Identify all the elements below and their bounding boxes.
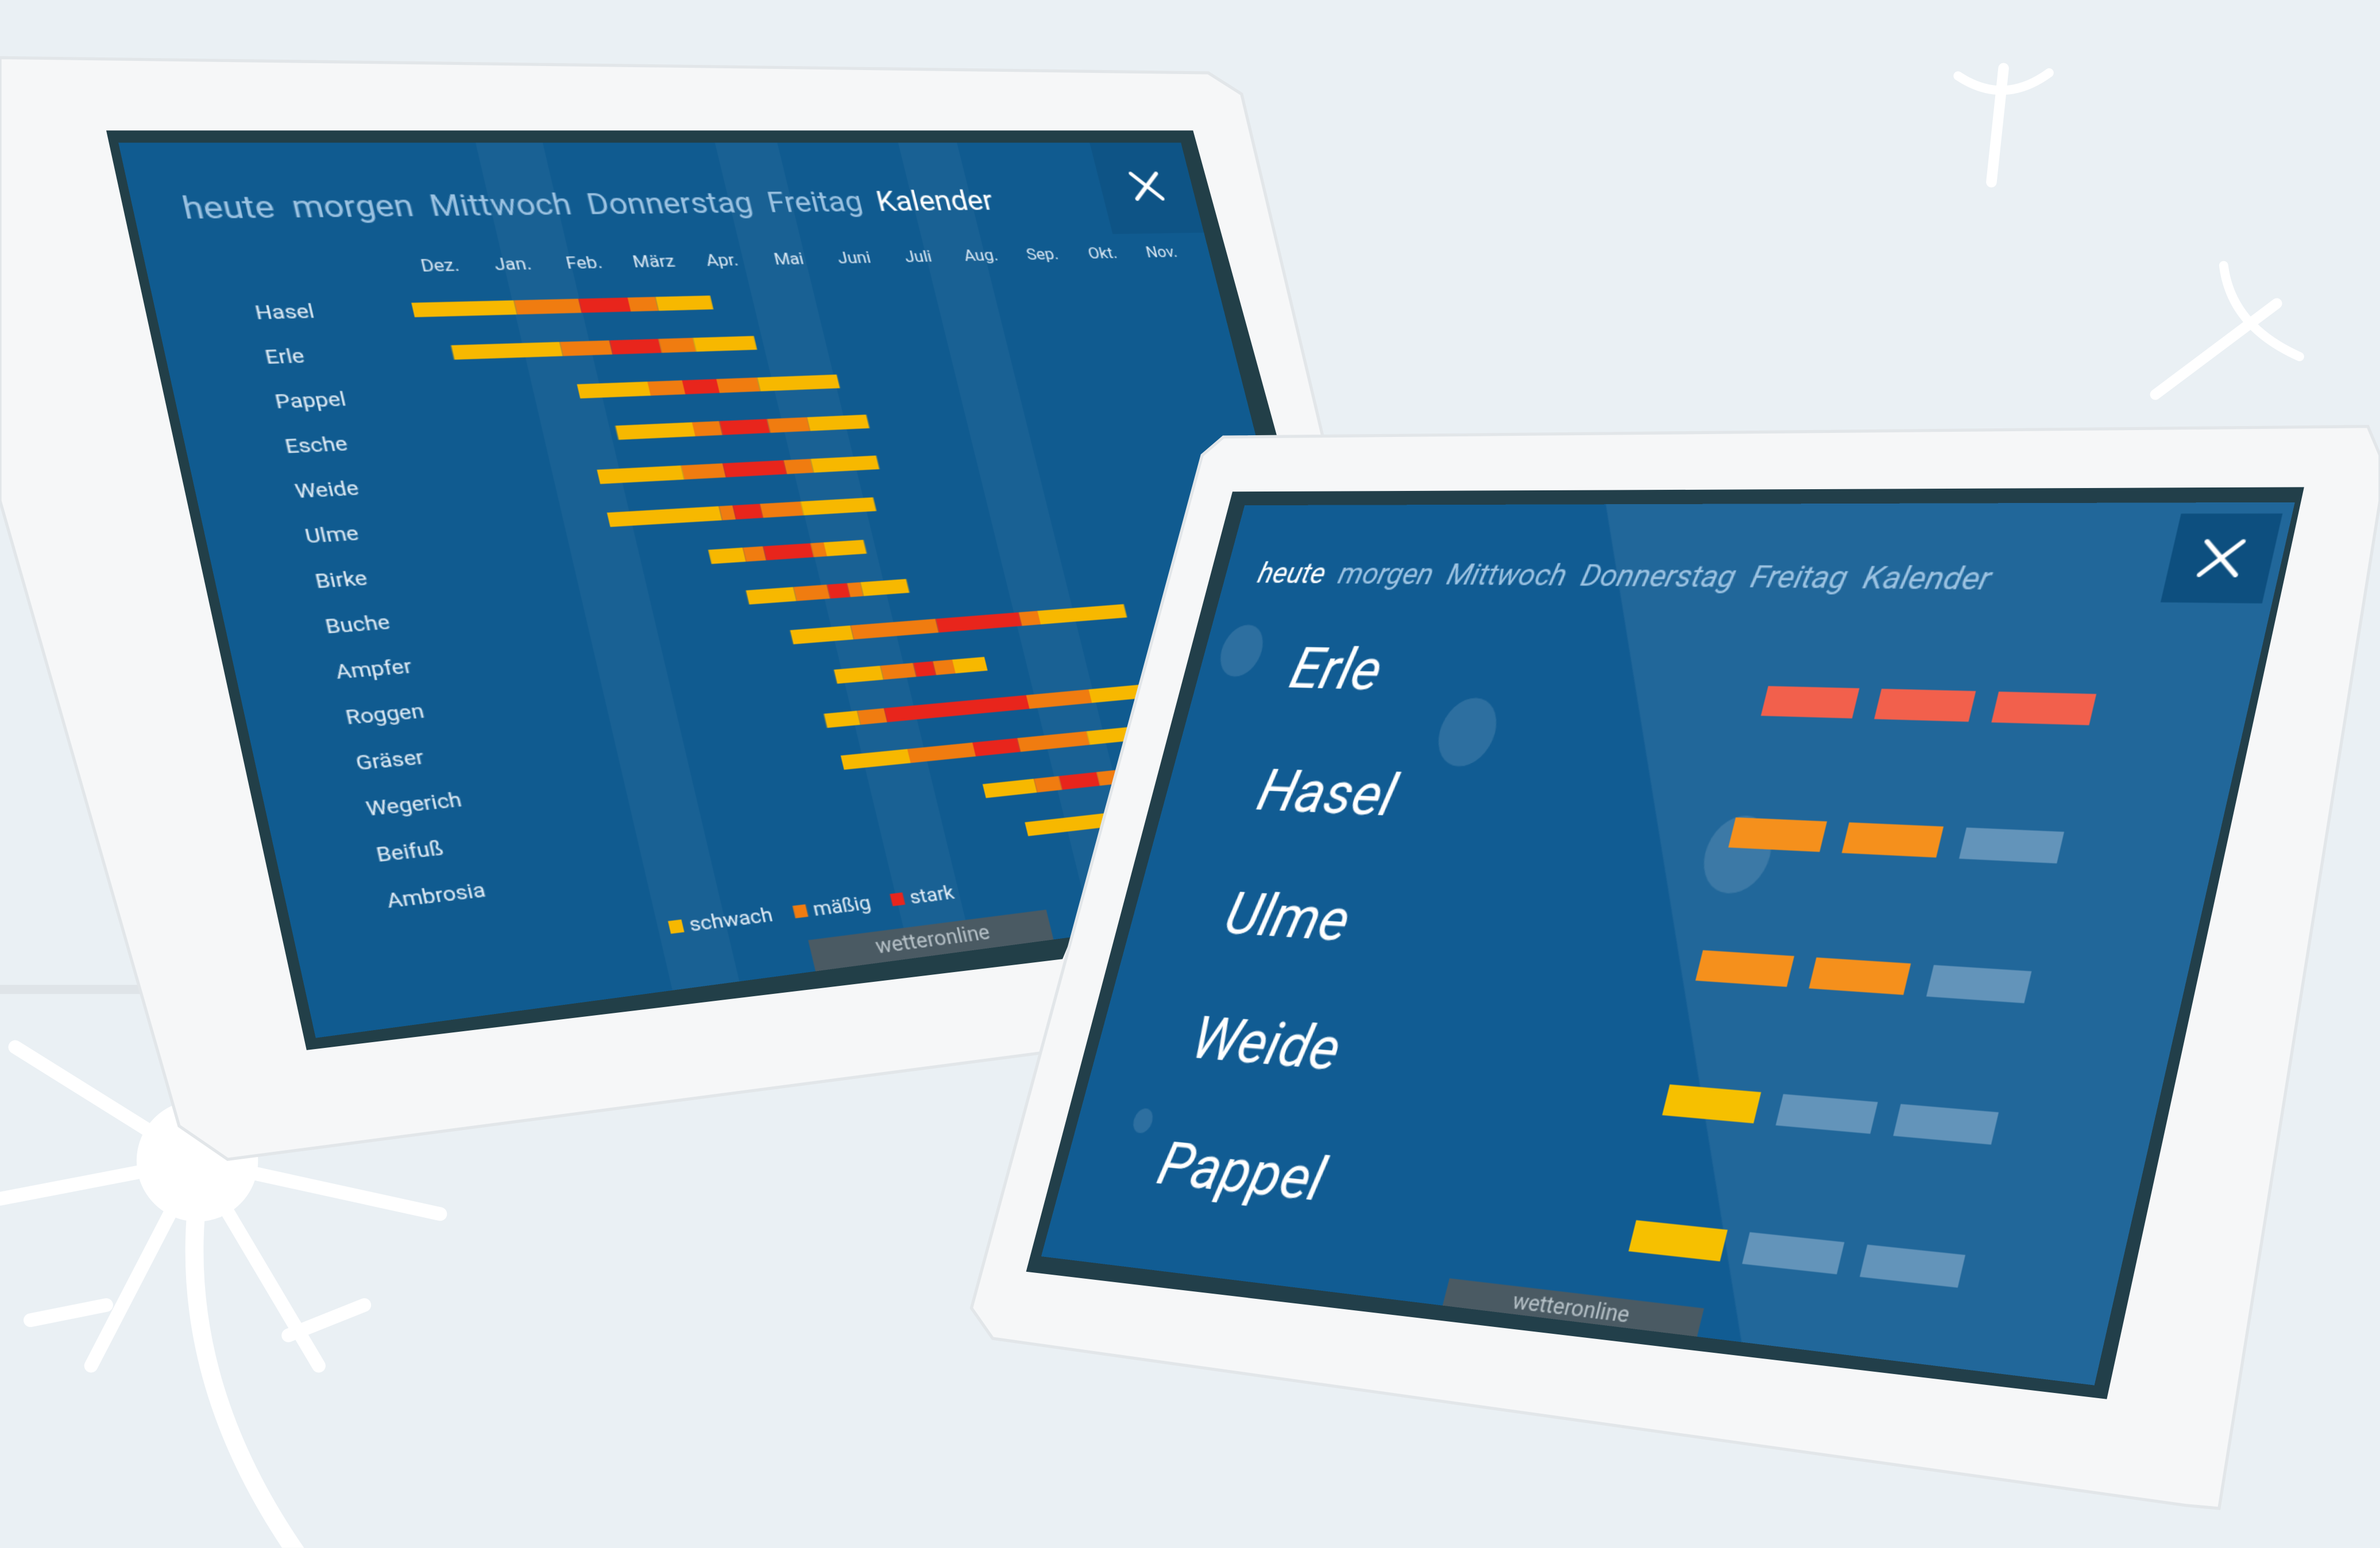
plant-name: Hasel xyxy=(1250,757,1404,831)
plant-label: Weide xyxy=(293,476,361,503)
level-block xyxy=(1841,822,1944,858)
level-block xyxy=(1760,686,1860,719)
legend-label: stark xyxy=(907,881,957,909)
month-label: Sep. xyxy=(1025,245,1061,264)
tab[interactable]: Donnerstag xyxy=(583,186,756,222)
right-screen: heute morgen Mittwoch Donnerstag Freitag Kale… xyxy=(1041,502,2295,1386)
month-label: Mai xyxy=(772,250,806,270)
month-label: Jan. xyxy=(492,254,534,275)
plant-name: Weide xyxy=(1184,1004,1349,1086)
empty-block xyxy=(1926,965,2032,1004)
empty-block xyxy=(1959,827,2065,864)
month-label: Apr. xyxy=(704,250,740,270)
month-label: März xyxy=(631,251,677,272)
tab[interactable]: Mittwoch xyxy=(1443,557,1571,593)
month-label: Feb. xyxy=(564,253,604,274)
tab[interactable]: heute xyxy=(1254,556,1330,591)
level-block xyxy=(1728,817,1828,852)
light-band xyxy=(476,142,740,990)
month-label: Okt. xyxy=(1086,244,1119,263)
left-screen: heute morgen Mittwoch Donnerstag Freitag Kale… xyxy=(118,142,1374,1038)
plant-label: Hasel xyxy=(253,300,316,324)
tab[interactable]: Donnerstag xyxy=(1577,558,1740,595)
plant-label: Ulme xyxy=(303,521,361,548)
month-label: Nov. xyxy=(1144,243,1179,262)
level-block xyxy=(1874,688,1976,722)
level-block xyxy=(1809,957,1911,995)
bubble xyxy=(1215,624,1269,677)
tab[interactable]: Freitag xyxy=(764,185,866,219)
tab[interactable]: morgen xyxy=(1335,556,1438,592)
level-block xyxy=(1991,691,2097,726)
tab[interactable]: Freitag xyxy=(1747,559,1852,597)
month-label: Juli xyxy=(903,247,934,267)
month-label: Dez. xyxy=(419,256,461,277)
tab[interactable]: heute xyxy=(179,189,278,226)
tab[interactable]: morgen xyxy=(288,188,417,226)
plant-name: Erle xyxy=(1283,635,1389,705)
tab[interactable]: Kalender xyxy=(873,184,996,218)
plant-label: Ampfer xyxy=(333,654,414,684)
plant-name: Ulme xyxy=(1218,880,1358,956)
screen-bg xyxy=(1041,502,2295,1386)
plant-label: Erle xyxy=(262,344,307,369)
level-block xyxy=(1695,950,1795,987)
plant-label: Birke xyxy=(313,566,370,594)
tab[interactable]: Mittwoch xyxy=(426,187,575,224)
screen-bg xyxy=(118,142,1374,1038)
plant-label: Buche xyxy=(323,610,392,638)
plant-label: Esche xyxy=(283,432,350,458)
plant-label: Pappel xyxy=(273,387,349,413)
month-label: Juni xyxy=(836,249,873,268)
month-label: Aug. xyxy=(962,246,1000,266)
tab[interactable]: Kalender xyxy=(1859,559,1996,598)
